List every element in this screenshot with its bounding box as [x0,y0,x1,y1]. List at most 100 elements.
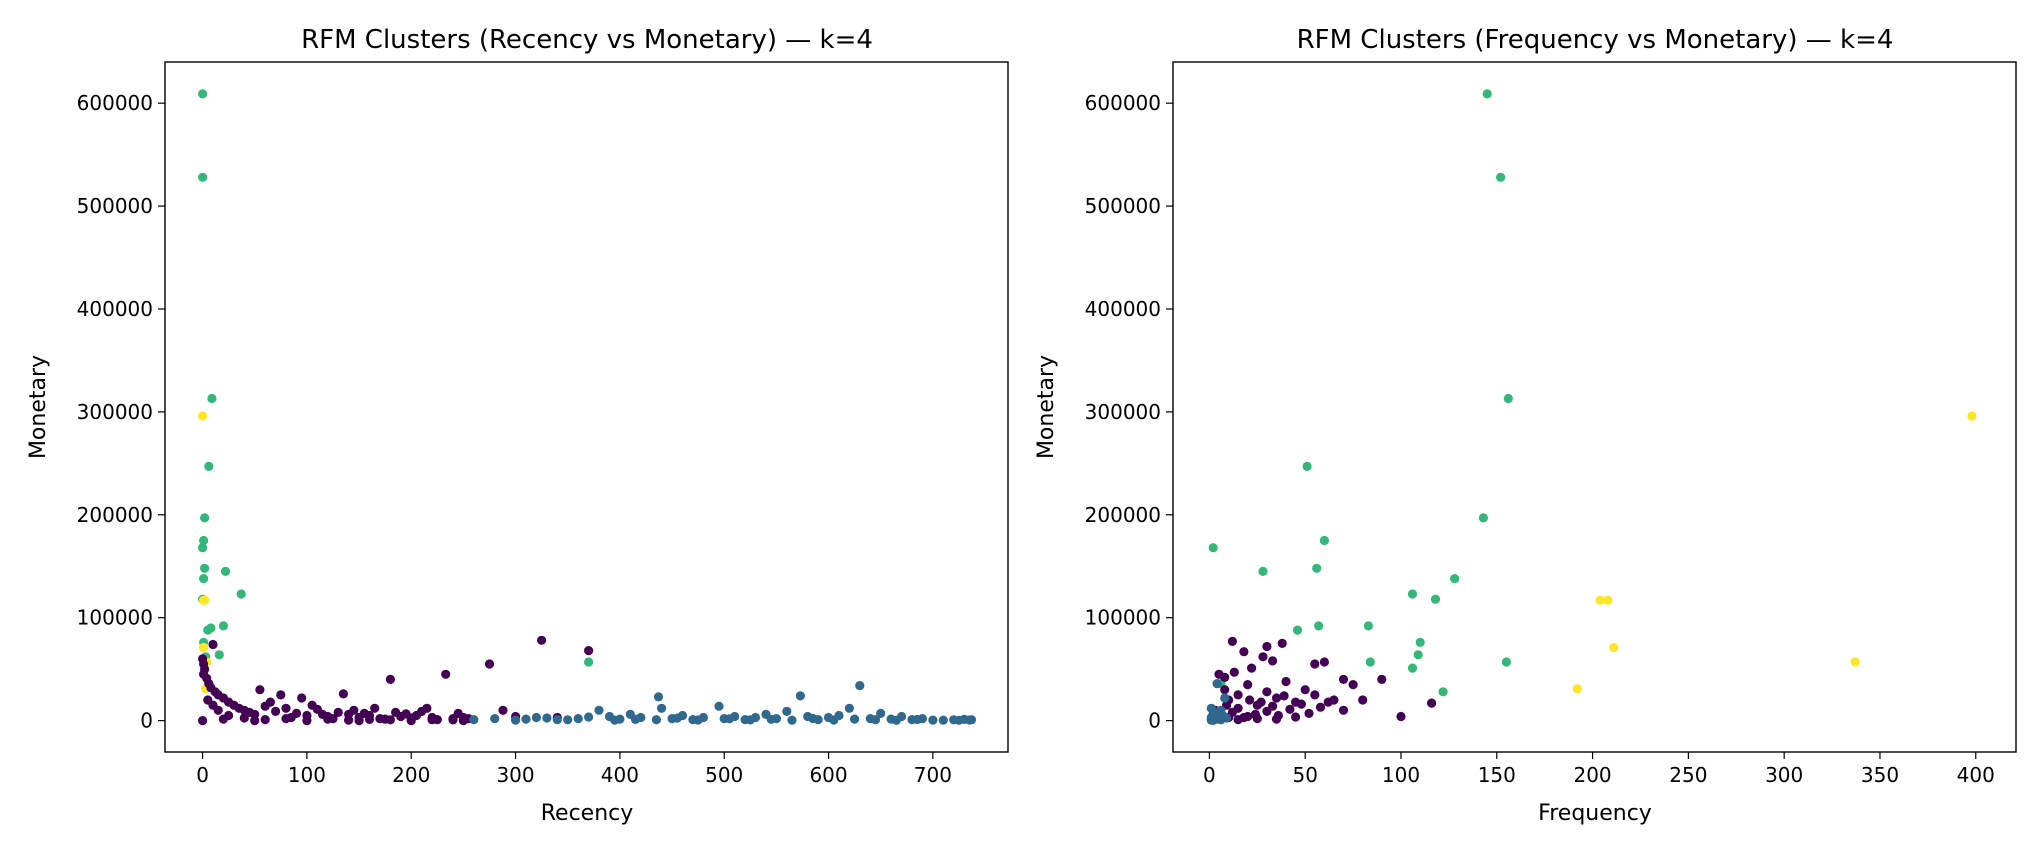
y-tick-label: 100000 [77,606,153,630]
y-tick-label: 500000 [1085,194,1161,218]
data-point-cluster-1 [1212,679,1222,689]
data-point-cluster-0 [1296,699,1306,709]
data-point-cluster-0 [1348,680,1358,690]
data-point-cluster-1 [521,714,531,724]
data-point-cluster-0 [208,639,218,650]
data-point-cluster-0 [354,716,364,726]
data-point-cluster-0 [441,669,451,679]
data-point-cluster-0 [1233,715,1243,725]
x-tick-label: 150 [1478,763,1516,787]
data-point-cluster-3 [199,595,209,605]
data-point-cluster-1 [808,713,818,724]
data-point-cluster-2 [200,513,210,523]
data-point-cluster-0 [307,700,317,710]
data-point-cluster-1 [693,715,703,725]
data-point-cluster-0 [323,714,333,724]
x-tick-label: 400 [1957,763,1995,787]
y-axis-label: Monetary [26,355,51,459]
data-point-cluster-3 [1572,684,1582,694]
x-tick-label: 300 [496,763,534,787]
data-point-cluster-1 [1208,715,1218,726]
data-point-cluster-1 [1220,693,1230,703]
y-tick-label: 300000 [77,400,153,424]
data-point-cluster-0 [1227,636,1237,647]
data-point-cluster-0 [1377,674,1387,685]
x-tick-label: 350 [1861,763,1899,787]
y-tick-label: 200000 [1085,503,1161,527]
chart-title: RFM Clusters (Frequency vs Monetary) — k… [1297,25,1894,55]
scatter-chart-recency-vs-monetary: RFM Clusters (Recency vs Monetary) — k=4… [26,25,1009,826]
data-point-cluster-2 [220,566,231,577]
data-point-cluster-3 [1967,411,1977,421]
data-point-cluster-1 [542,713,552,723]
data-point-cluster-2 [1302,461,1312,471]
data-point-cluster-1 [829,715,839,725]
data-point-cluster-0 [302,716,312,726]
data-point-cluster-0 [1304,708,1314,719]
data-point-cluster-3 [1595,595,1605,605]
data-point-cluster-2 [1319,535,1329,546]
data-point-cluster-0 [255,685,265,695]
data-point-cluster-0 [218,714,228,724]
data-point-cluster-0 [406,716,416,726]
y-axis: 0 100000 200000 300000 400000 500000 600000 [77,91,165,733]
data-point-cluster-0 [250,716,260,726]
data-point-cluster-2 [236,589,246,599]
data-point-cluster-3 [1609,642,1619,653]
data-point-cluster-2 [204,461,214,471]
data-point-cluster-2 [1314,621,1324,631]
x-tick-label: 100 [1382,763,1420,787]
data-point-cluster-0 [349,705,359,715]
data-point-cluster-0 [1268,656,1278,666]
data-point-cluster-0 [537,635,547,645]
y-axis-label: Monetary [1034,355,1059,459]
data-point-cluster-1 [584,712,594,722]
y-tick-label: 0 [140,709,153,733]
data-point-cluster-2 [203,625,213,635]
data-point-cluster-3 [1850,657,1860,667]
x-tick-label: 100 [288,763,326,787]
data-point-cluster-0 [1310,690,1320,700]
y-tick-label: 600000 [77,91,153,115]
data-point-cluster-0 [1268,701,1278,711]
data-point-cluster-1 [844,703,855,713]
data-point-cluster-0 [1277,638,1287,649]
data-point-cluster-1 [787,715,797,725]
y-axis: 0 100000 200000 300000 400000 500000 600000 [1085,91,1173,733]
data-point-cluster-0 [1323,697,1333,707]
data-point-cluster-0 [1338,705,1349,715]
data-point-cluster-0 [584,646,594,656]
data-point-cluster-0 [1262,641,1272,652]
plot-frame [164,61,1009,753]
data-point-cluster-0 [448,715,458,725]
data-point-cluster-1 [651,715,662,725]
data-point-cluster-2 [1438,687,1448,697]
data-point-cluster-2 [1365,657,1375,667]
data-point-cluster-0 [281,703,291,713]
data-point-cluster-0 [1300,685,1310,695]
data-point-cluster-0 [1262,687,1272,697]
data-point-cluster-0 [1258,652,1268,662]
y-tick-label: 600000 [1085,91,1161,115]
x-tick-label: 500 [705,763,743,787]
x-tick-label: 600 [809,763,847,787]
data-point-cluster-0 [265,697,275,707]
data-point-cluster-0 [458,716,468,726]
data-point-cluster-0 [1233,690,1243,700]
data-point-cluster-0 [1358,695,1368,705]
data-point-cluster-2 [1363,621,1373,631]
x-axis: 0 50 100 150 200 250 300 350 400 [1203,752,1995,787]
data-point-cluster-2 [1258,566,1268,577]
data-point-cluster-0 [333,707,343,718]
data-point-cluster-1 [672,713,682,723]
data-point-cluster-2 [1312,563,1322,573]
scatter-chart-frequency-vs-monetary: RFM Clusters (Frequency vs Monetary) — k… [1034,25,2017,826]
data-point-cluster-1 [928,715,938,725]
data-point-cluster-0 [370,703,380,713]
plot-frame [1172,61,2017,753]
data-point-cluster-1 [964,715,975,725]
data-point-cluster-2 [1478,513,1488,523]
data-point-cluster-0 [1396,711,1406,722]
data-point-cluster-0 [1281,676,1291,687]
data-point-cluster-2 [584,657,594,667]
